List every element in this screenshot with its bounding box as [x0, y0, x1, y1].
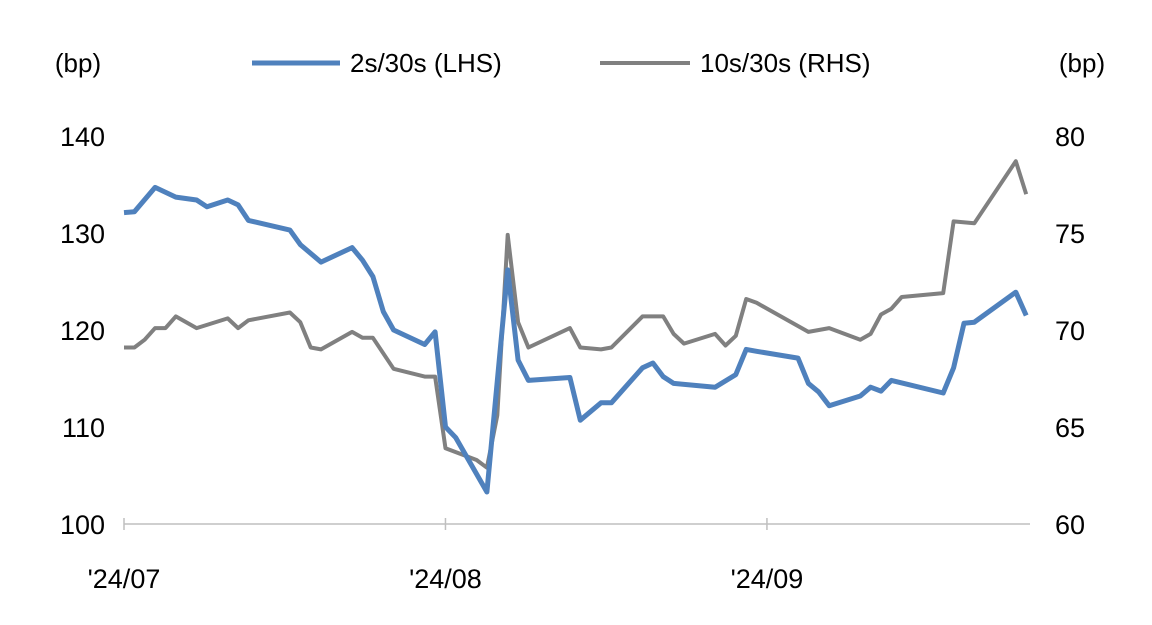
right-tick-label: 80	[1055, 122, 1085, 152]
right-tick-label: 65	[1055, 413, 1085, 443]
left-tick-label: 140	[60, 122, 105, 152]
left-tick-label: 120	[60, 316, 105, 346]
legend-label-2s30s: 2s/30s (LHS)	[350, 48, 502, 78]
x-tick-label: '24/08	[409, 564, 482, 594]
right-axis-ticks: 60 65 70 75 80	[1055, 122, 1085, 540]
right-tick-label: 70	[1055, 316, 1085, 346]
left-tick-label: 100	[60, 510, 105, 540]
legend-label-10s30s: 10s/30s (RHS)	[700, 48, 871, 78]
series-line-10s30s	[124, 161, 1026, 468]
x-tick-label: '24/09	[731, 564, 804, 594]
right-tick-label: 75	[1055, 219, 1085, 249]
legend: 2s/30s (LHS) 10s/30s (RHS)	[252, 48, 871, 78]
left-tick-label: 130	[60, 219, 105, 249]
x-axis-ticks: '24/07 '24/08 '24/09	[88, 518, 804, 594]
left-axis-unit-label: (bp)	[55, 48, 101, 78]
series-lines	[124, 161, 1026, 492]
right-tick-label: 60	[1055, 510, 1085, 540]
left-tick-label: 110	[62, 413, 105, 443]
x-tick-label: '24/07	[88, 564, 161, 594]
left-axis-ticks: 100 110 120 130 140	[60, 122, 105, 540]
right-axis-unit-label: (bp)	[1059, 48, 1105, 78]
